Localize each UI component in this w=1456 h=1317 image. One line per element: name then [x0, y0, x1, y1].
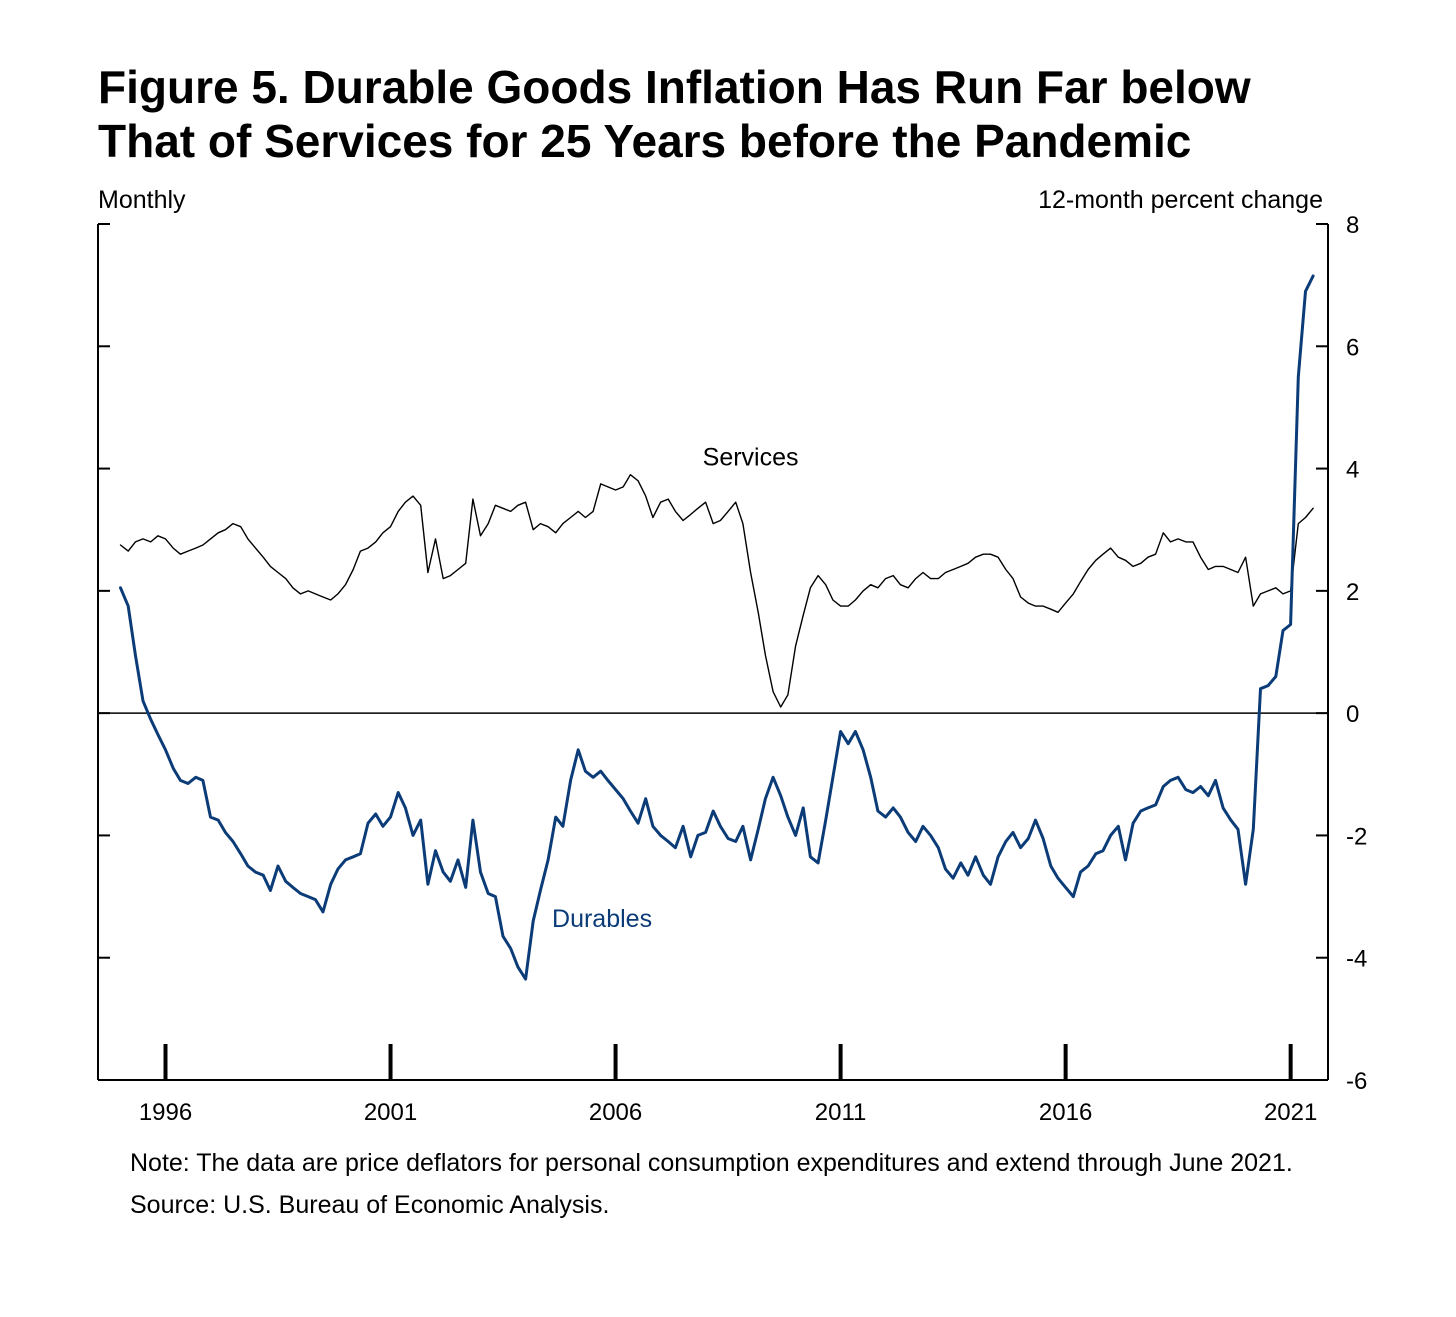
chart-title-line-1: Figure 5. Durable Goods Inflation Has Ru… — [98, 61, 1251, 113]
y-tick-label: 4 — [1346, 457, 1359, 484]
series-label-services: Services — [703, 444, 799, 472]
series-line-durables — [119, 274, 1315, 981]
x-tick-label: 2016 — [1039, 1099, 1092, 1126]
source-text: Source: U.S. Bureau of Economic Analysis… — [130, 1191, 610, 1219]
y-tick-label: 0 — [1346, 701, 1359, 728]
y-tick-label: -4 — [1346, 946, 1367, 973]
series-line-services — [119, 474, 1314, 708]
note-text: Note: The data are price deflators for p… — [130, 1149, 1293, 1177]
frequency-label: Monthly — [98, 186, 186, 214]
y-tick-label: 2 — [1346, 579, 1359, 606]
units-label: 12-month percent change — [1038, 186, 1323, 214]
series-label-durables: Durables — [552, 905, 652, 933]
chart-title-line-2: That of Services for 25 Years before the… — [98, 115, 1192, 168]
x-tick-label: 2006 — [589, 1099, 642, 1126]
x-tick-label: 2001 — [364, 1099, 417, 1126]
x-tick-label: 2011 — [815, 1099, 867, 1126]
y-tick-label: 6 — [1346, 334, 1359, 361]
y-tick-label: -2 — [1346, 823, 1367, 850]
x-tick-label: 1996 — [139, 1099, 192, 1126]
y-tick-label: -6 — [1346, 1068, 1367, 1095]
y-tick-label: 8 — [1346, 212, 1359, 239]
x-tick-label: 2021 — [1264, 1099, 1317, 1126]
chart-notes: Note: The data are price deflators for p… — [98, 1142, 1318, 1226]
chart-title: Figure 5. Durable Goods Inflation Has Ru… — [98, 60, 1251, 169]
